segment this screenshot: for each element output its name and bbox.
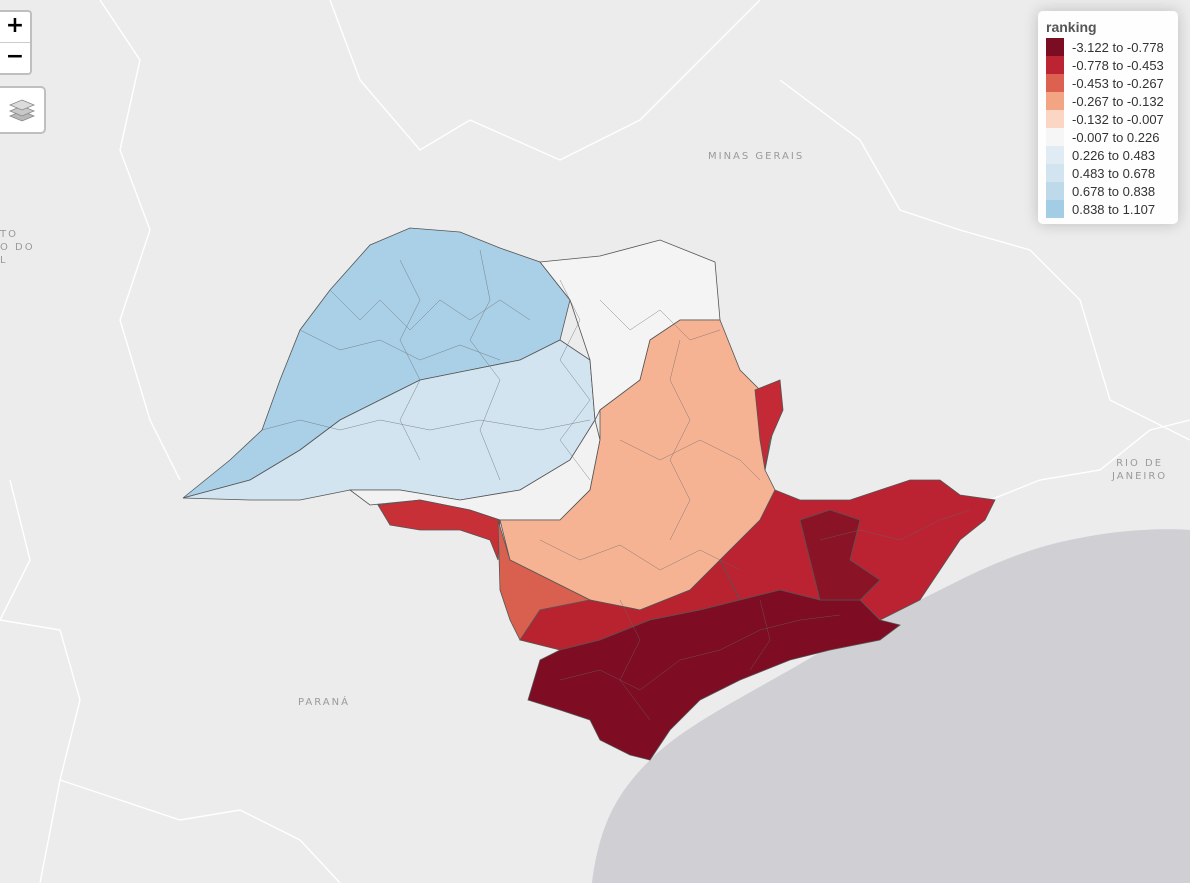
legend-label: 0.226 to 0.483 — [1072, 147, 1156, 163]
boundary-line — [329, 0, 761, 161]
zoom-out-button[interactable]: − — [0, 42, 30, 73]
legend-item: -0.132 to -0.007 — [1046, 110, 1170, 128]
municipality-border — [559, 614, 841, 691]
legend-item: -0.778 to -0.453 — [1046, 56, 1170, 74]
municipality-border — [261, 419, 591, 431]
municipality-border — [749, 599, 771, 671]
boundary-line — [0, 619, 81, 883]
region-west-red — [377, 499, 501, 561]
region-ne-red — [754, 379, 784, 471]
region-east-darkred — [799, 509, 881, 601]
region-coast-darkred — [527, 589, 901, 761]
municipality-border — [299, 329, 501, 361]
legend-item: 0.483 to 0.678 — [1046, 164, 1170, 182]
legend-item: -0.453 to -0.267 — [1046, 74, 1170, 92]
municipality-border — [329, 289, 531, 331]
legend-label: -0.267 to -0.132 — [1072, 93, 1164, 109]
municipality-border — [619, 439, 761, 481]
municipality-border — [399, 259, 421, 461]
municipality-borders — [261, 249, 971, 721]
layers-icon — [8, 99, 36, 122]
layers-button[interactable] — [0, 86, 46, 134]
legend-item: 0.678 to 0.838 — [1046, 182, 1170, 200]
municipality-border — [469, 249, 501, 481]
zoom-control: + − — [0, 10, 32, 75]
legend-item: -3.122 to -0.778 — [1046, 38, 1170, 56]
legend: ranking -3.122 to -0.778 -0.778 to -0.453… — [1038, 11, 1178, 224]
legend-title: ranking — [1046, 19, 1097, 35]
municipality-border — [819, 509, 971, 541]
municipality-border — [559, 279, 591, 481]
legend-label: -0.778 to -0.453 — [1072, 57, 1164, 73]
municipality-border — [539, 539, 741, 571]
boundary-line — [99, 0, 181, 481]
label-minas-gerais: MINAS GERAIS — [708, 151, 805, 162]
municipality-border — [619, 599, 651, 721]
municipality-border — [599, 299, 721, 341]
legend-label: -0.132 to -0.007 — [1072, 111, 1164, 127]
legend-label: -0.007 to 0.226 — [1072, 129, 1160, 145]
legend-swatch — [1046, 146, 1064, 164]
legend-item: 0.226 to 0.483 — [1046, 146, 1170, 164]
municipality-border — [669, 339, 691, 541]
legend-item: 0.838 to 1.107 — [1046, 200, 1170, 218]
boundary-line — [0, 479, 31, 621]
boundary-line — [989, 419, 1190, 501]
legend-swatch — [1046, 128, 1064, 146]
legend-item: -0.007 to 0.226 — [1046, 128, 1170, 146]
legend-label: 0.838 to 1.107 — [1072, 201, 1156, 217]
legend-label: -0.453 to -0.267 — [1072, 75, 1164, 91]
label-mato-grosso-do-sul: TO O DO L — [0, 229, 35, 266]
legend-swatch — [1046, 110, 1064, 128]
legend-item: -0.267 to -0.132 — [1046, 92, 1170, 110]
legend-label: 0.483 to 0.678 — [1072, 165, 1156, 181]
boundary-line — [59, 779, 341, 883]
label-parana: PARANÁ — [298, 697, 350, 708]
legend-swatch — [1046, 38, 1064, 56]
legend-swatch — [1046, 200, 1064, 218]
ocean — [592, 529, 1190, 883]
legend-swatch — [1046, 74, 1064, 92]
legend-swatch — [1046, 92, 1064, 110]
legend-swatch — [1046, 56, 1064, 74]
legend-swatch — [1046, 164, 1064, 182]
label-rio-de-janeiro: RIO DE JANEIRO — [1112, 458, 1168, 482]
legend-items: -3.122 to -0.778 -0.778 to -0.453 -0.453 t… — [1046, 38, 1170, 218]
zoom-in-button[interactable]: + — [5, 13, 25, 38]
legend-label: -3.122 to -0.778 — [1072, 39, 1164, 55]
legend-label: 0.678 to 0.838 — [1072, 183, 1156, 199]
boundary-line — [779, 79, 1190, 441]
legend-swatch — [1046, 182, 1064, 200]
